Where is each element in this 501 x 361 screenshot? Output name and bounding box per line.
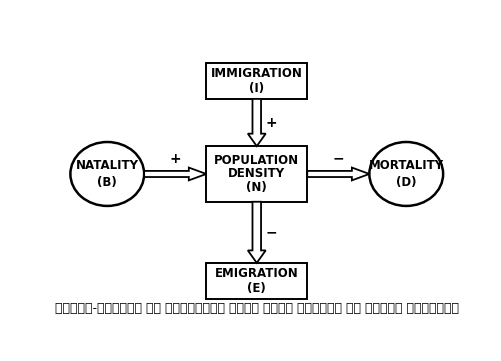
Text: NATALITY: NATALITY: [76, 159, 139, 172]
Text: (I): (I): [249, 82, 265, 95]
Text: DENSITY: DENSITY: [228, 168, 286, 180]
Ellipse shape: [369, 142, 443, 206]
Text: चित्र-समष्टि को प्रभावित करने वाले कारकों का रेखीय चित्रण।: चित्र-समष्टि को प्रभावित करने वाले कारको…: [55, 302, 459, 315]
Text: +: +: [266, 116, 278, 130]
Text: −: −: [266, 225, 278, 239]
Text: IMMIGRATION: IMMIGRATION: [211, 66, 303, 79]
Text: EMIGRATION: EMIGRATION: [215, 267, 299, 280]
Ellipse shape: [70, 142, 144, 206]
Text: (N): (N): [246, 181, 267, 194]
Text: (E): (E): [247, 282, 266, 295]
Polygon shape: [248, 99, 266, 146]
Polygon shape: [248, 202, 266, 263]
Text: MORTALITY: MORTALITY: [369, 159, 444, 172]
Text: (D): (D): [396, 176, 416, 189]
FancyBboxPatch shape: [206, 263, 307, 299]
Text: −: −: [333, 152, 344, 166]
FancyBboxPatch shape: [206, 146, 307, 202]
Text: +: +: [169, 152, 181, 166]
Text: POPULATION: POPULATION: [214, 153, 299, 166]
Polygon shape: [144, 168, 206, 180]
FancyBboxPatch shape: [206, 63, 307, 99]
Text: (B): (B): [97, 176, 117, 189]
Polygon shape: [307, 168, 369, 180]
